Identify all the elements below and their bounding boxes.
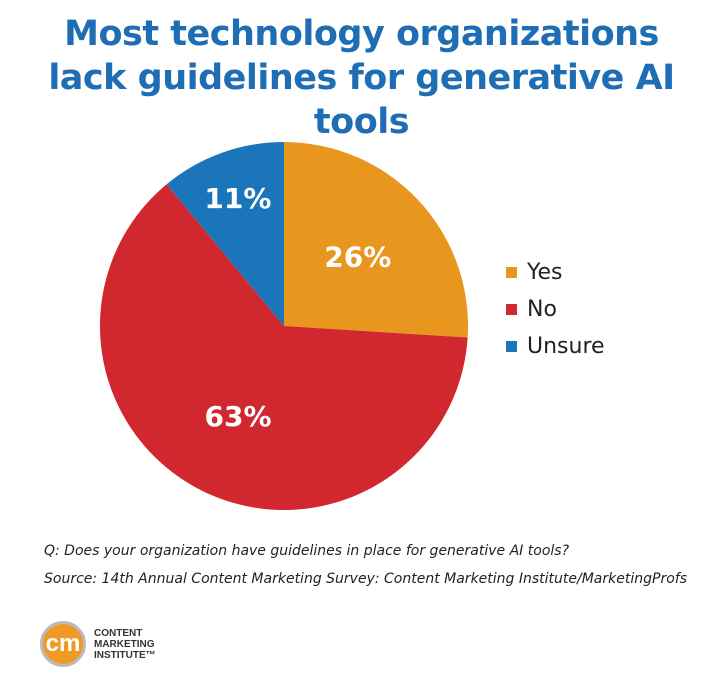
logo-line: MARKETING xyxy=(94,638,155,650)
pie-slice-no xyxy=(100,184,468,510)
legend-swatch xyxy=(506,304,517,315)
chart-title: Most technology organizations lack guide… xyxy=(0,12,723,144)
legend-swatch xyxy=(506,267,517,278)
legend-item-yes: Yes xyxy=(506,254,605,291)
legend-item-unsure: Unsure xyxy=(506,328,605,365)
title-line-1: Most technology organizations xyxy=(64,14,659,54)
data-label: 63% xyxy=(205,400,272,433)
logo-line: CONTENT xyxy=(94,627,143,639)
pie-slice-unsure xyxy=(166,142,284,326)
logo-line: INSTITUTE™ xyxy=(94,649,156,661)
logo-mark: cm xyxy=(40,621,86,667)
source-note: Source: 14th Annual Content Marketing Su… xyxy=(44,571,687,587)
question-note: Q: Does your organization have guideline… xyxy=(44,543,569,559)
title-line-2: lack guidelines for generative AI tools xyxy=(48,58,675,142)
pie-slice-yes xyxy=(284,142,469,338)
legend-label: Yes xyxy=(527,260,563,285)
data-label: 26% xyxy=(324,241,391,274)
data-label: 11% xyxy=(204,182,271,215)
legend-label: Unsure xyxy=(527,334,605,359)
logo-text: CONTENT MARKETING INSTITUTE™ xyxy=(94,628,156,661)
legend-item-no: No xyxy=(506,291,605,328)
legend-label: No xyxy=(527,297,557,322)
cmi-logo: cm CONTENT MARKETING INSTITUTE™ xyxy=(40,621,156,667)
legend: Yes No Unsure xyxy=(506,254,605,365)
legend-swatch xyxy=(506,341,517,352)
